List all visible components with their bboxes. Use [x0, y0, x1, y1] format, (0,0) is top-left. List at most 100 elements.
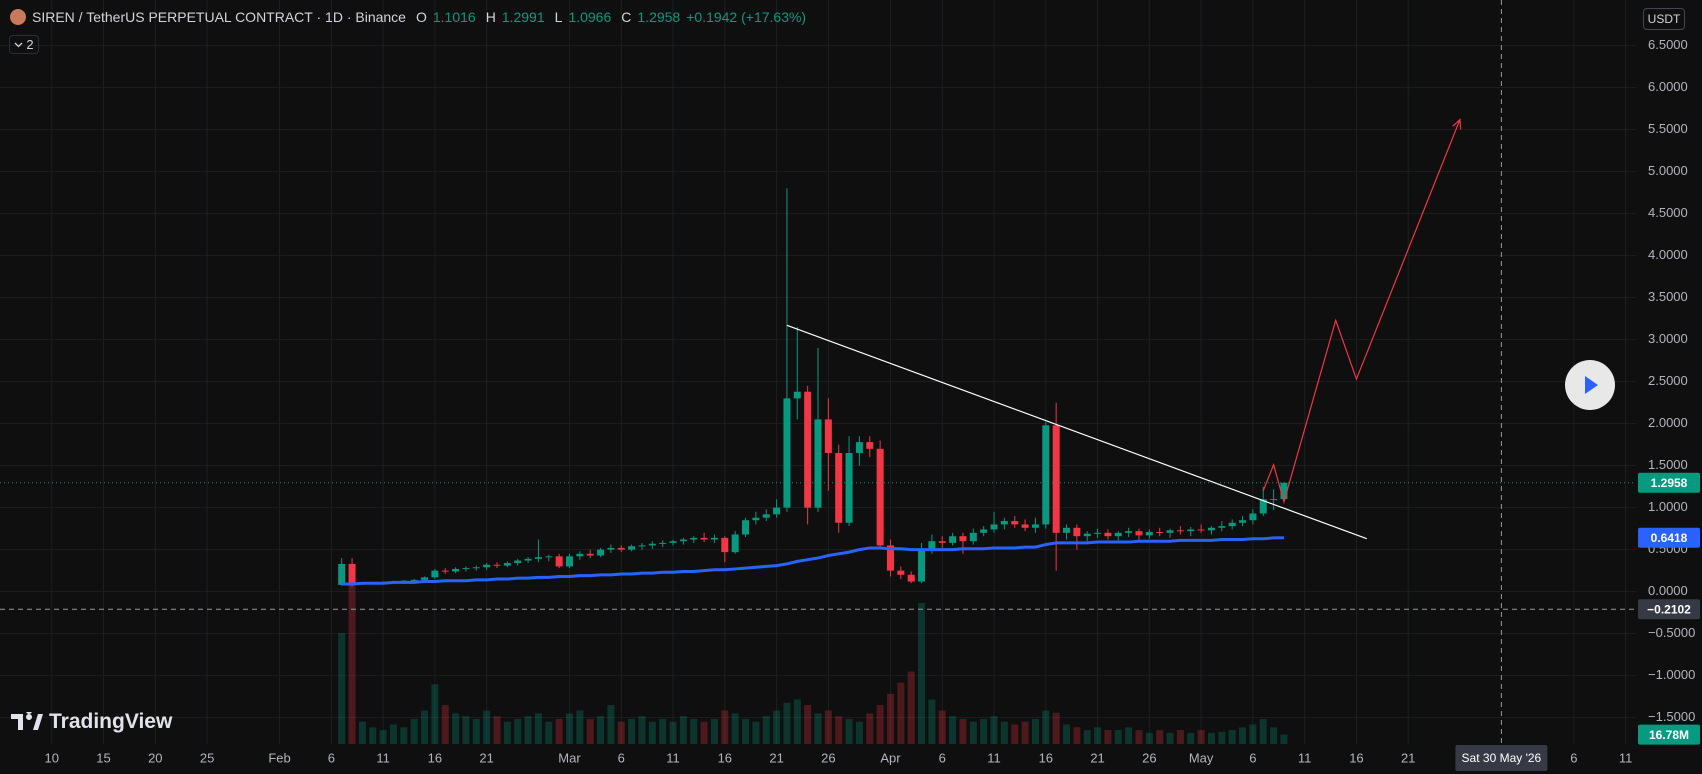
y-tick-label: −1.5000 [1648, 709, 1695, 724]
volume-bar [1145, 732, 1153, 744]
volume-bar [866, 713, 874, 744]
volume-bar [369, 727, 377, 744]
candle-body [938, 541, 946, 543]
volume-bar [949, 716, 957, 744]
symbol-title[interactable]: SIREN / TetherUS PERPETUAL CONTRACT · 1D… [32, 9, 406, 25]
volume-bar [1063, 724, 1071, 744]
volume-bar [431, 684, 439, 744]
candle-body [1176, 530, 1184, 532]
volume-bar [1187, 732, 1195, 744]
y-tick-label: 5.5000 [1648, 121, 1688, 136]
y-tick-label: 1.5000 [1648, 457, 1688, 472]
volume-bar [1156, 730, 1164, 744]
candle-body [1145, 531, 1153, 536]
crosshair-date-bg [1455, 745, 1548, 771]
x-tick-label: 6 [939, 750, 946, 765]
candle-body [1104, 532, 1112, 537]
candle-body [928, 541, 936, 550]
candle-body [762, 514, 770, 518]
volume-bar [1073, 727, 1081, 744]
play-button[interactable] [1565, 360, 1615, 410]
volume-bar [379, 730, 387, 744]
candle-body [1135, 531, 1143, 536]
indicator-count: 2 [26, 37, 34, 52]
candle-body [1031, 524, 1039, 528]
candle-body [1280, 482, 1288, 500]
candle-body [990, 524, 998, 530]
candle-body [1166, 530, 1174, 533]
play-icon [1585, 376, 1598, 394]
candle-body [503, 563, 511, 566]
candle-body [493, 564, 501, 566]
candle-body [1187, 529, 1195, 532]
volume-bar [1207, 732, 1215, 744]
candle-body [586, 553, 594, 556]
volume-bar [1114, 730, 1122, 744]
volume-bar [824, 710, 832, 744]
volume-bar [700, 721, 708, 744]
volume-bar [1083, 730, 1091, 744]
volume-bar [835, 716, 843, 744]
candle-body [679, 539, 687, 542]
logo-text: TradingView [49, 710, 173, 733]
candle-body [1094, 532, 1102, 534]
x-tick-label: 6 [1570, 750, 1577, 765]
x-tick-label: 26 [821, 750, 835, 765]
volume-bar [990, 716, 998, 744]
candle-body [1218, 526, 1226, 528]
x-tick-label: Feb [268, 750, 290, 765]
volume-bar [710, 718, 718, 744]
candle-body [669, 541, 677, 543]
x-tick-label: 16 [1349, 750, 1363, 765]
ohlc-label: L [554, 9, 563, 25]
y-tick-label: 1.0000 [1648, 499, 1688, 514]
volume-bar [565, 713, 573, 744]
projection-path [1262, 119, 1461, 504]
candle-body [742, 520, 750, 535]
candle-body [793, 391, 801, 399]
volume-bar [576, 710, 584, 744]
volume-bar [1000, 721, 1008, 744]
x-tick-label: 6 [1249, 750, 1256, 765]
volume-bar [1239, 727, 1247, 744]
volume-bar [1104, 730, 1112, 744]
trend-line [786, 324, 1367, 540]
currency-button[interactable]: USDT [1643, 8, 1685, 30]
candle-body [886, 545, 894, 571]
candle-body [710, 537, 718, 540]
ma-value-label-bg [1638, 527, 1700, 548]
volume-bar [804, 704, 812, 744]
x-tick-label: 21 [1090, 750, 1104, 765]
candle-body [876, 448, 884, 546]
candle-body [690, 537, 698, 540]
volume-bar [907, 671, 915, 744]
candle-body [700, 537, 708, 540]
candle-body [783, 398, 791, 508]
candle-body [1239, 520, 1247, 523]
last-price-label: 1.2958 [1651, 476, 1688, 490]
candle-body [441, 570, 449, 572]
volume-bar [514, 718, 522, 744]
indicator-toggle[interactable]: 2 [9, 35, 39, 54]
candle-body [1156, 531, 1164, 533]
volume-bar [762, 716, 770, 744]
volume-bar [1197, 730, 1205, 744]
volume-bar [1031, 718, 1039, 744]
symbol-icon [10, 9, 26, 25]
candle-body [1052, 425, 1060, 533]
ohlc-label: O [415, 9, 427, 25]
volume-bar [659, 718, 667, 744]
y-tick-label: 0.0000 [1648, 583, 1688, 598]
volume-bar [886, 693, 894, 744]
candle-body [348, 563, 356, 585]
candle-body [1228, 522, 1236, 527]
volume-bar [1125, 727, 1133, 744]
volume-bar [918, 603, 926, 744]
volume-bar [959, 718, 967, 744]
ohlc-value: 1.2958 [637, 9, 681, 25]
volume-bar [1218, 731, 1226, 744]
candle-body [855, 442, 863, 454]
volume-bar [1094, 727, 1102, 744]
volume-bar [1259, 718, 1267, 744]
